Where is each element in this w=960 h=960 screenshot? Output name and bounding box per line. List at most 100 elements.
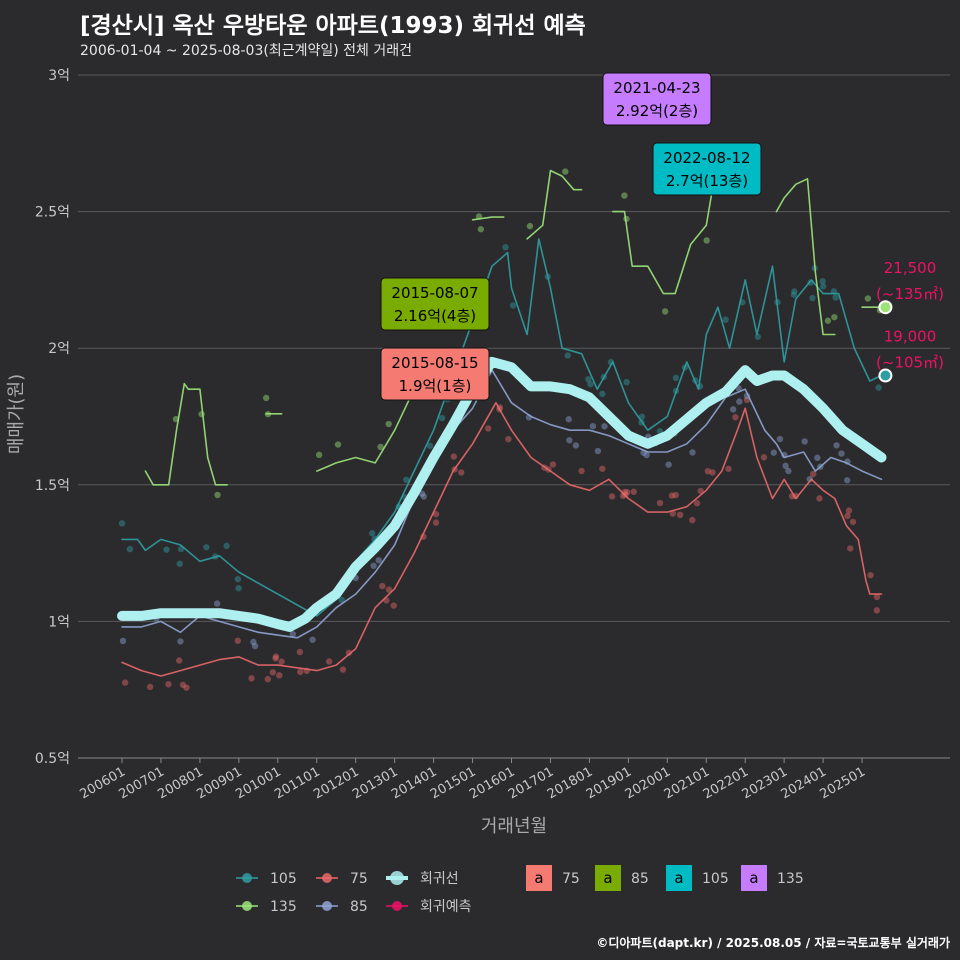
price-label-date: 2022-08-12	[663, 149, 750, 167]
price-label-value: 2.92억(2층)	[616, 102, 698, 120]
scatter-point	[484, 425, 492, 432]
scatter-point	[264, 675, 272, 683]
scatter-point	[665, 461, 672, 468]
legend-item: a 135	[741, 865, 804, 891]
scatter-point	[672, 491, 679, 499]
scatter-point	[183, 684, 190, 691]
price-label-box	[602, 72, 712, 126]
scatter-point	[847, 545, 854, 552]
scatter-point	[833, 442, 840, 449]
legend-item: a 85	[595, 865, 649, 891]
scatter-point	[385, 420, 392, 428]
scatter-point	[403, 476, 410, 483]
scatter-point	[251, 642, 259, 650]
scatter-point	[526, 222, 534, 230]
scatter-point	[867, 571, 874, 579]
scatter-point	[643, 451, 650, 459]
scatter-point	[669, 510, 677, 517]
scatter-point	[801, 438, 808, 445]
scatter-point	[873, 607, 881, 614]
scatter-point	[121, 679, 129, 686]
scatter-point	[725, 465, 732, 473]
prediction-point	[878, 300, 893, 315]
scatter-point	[368, 530, 376, 537]
legend-item: 75	[316, 871, 368, 887]
scatter-point	[564, 352, 571, 359]
scatter-point	[676, 511, 684, 519]
scatter-point	[849, 518, 857, 526]
scatter-point	[814, 454, 821, 462]
scatter-point	[297, 668, 304, 676]
scatter-point	[250, 638, 257, 646]
scatter-point	[562, 168, 569, 175]
prediction-point	[878, 368, 893, 383]
scatter-point	[578, 467, 585, 475]
scatter-point	[599, 390, 606, 398]
scatter-point	[458, 469, 465, 476]
scatter-point	[785, 467, 792, 475]
scatter-point	[126, 545, 134, 553]
scatter-point	[873, 593, 881, 601]
legend-swatch-letter: a	[674, 869, 683, 887]
scatter-point	[165, 681, 172, 688]
scatter-point	[426, 442, 434, 450]
legend-swatch-dot	[392, 901, 402, 911]
scatter-point	[661, 308, 669, 315]
scatter-point	[735, 385, 742, 392]
prediction-price: 21,500	[884, 259, 937, 277]
scatter-point	[689, 449, 696, 456]
scatter-point	[296, 648, 304, 656]
legend-item: a 75	[526, 865, 580, 891]
scatter-point	[450, 453, 457, 460]
series-line-135	[144, 382, 228, 486]
scatter-point	[549, 461, 557, 468]
y-tick-label: 0.5억	[35, 751, 70, 767]
scatter-point	[630, 488, 637, 495]
scatter-point	[375, 557, 382, 564]
scatter-point	[722, 316, 729, 323]
scatter-point	[806, 475, 813, 483]
y-tick-label: 2.5억	[35, 205, 70, 221]
scatter-point	[819, 283, 827, 290]
scatter-point	[816, 495, 823, 502]
scatter-point	[276, 672, 283, 679]
scatter-point	[844, 512, 851, 520]
scatter-point	[709, 469, 716, 476]
scatter-point	[390, 602, 397, 609]
scatter-point	[198, 410, 205, 418]
scatter-point	[334, 441, 342, 448]
y-tick-label: 1억	[48, 614, 70, 630]
scatter-point	[272, 653, 280, 660]
scatter-point	[594, 447, 602, 455]
scatter-point	[289, 630, 297, 638]
scatter-point	[385, 586, 393, 593]
scatter-point	[656, 499, 664, 507]
scatter-point	[809, 470, 817, 478]
price-label: 2015-08-07 2.16억(4층)	[380, 277, 490, 331]
legend-label: 105	[702, 871, 729, 887]
scatter-point	[377, 443, 384, 451]
scatter-point	[703, 237, 710, 244]
scatter-point	[179, 681, 187, 689]
price-label: 2015-08-15 1.9억(1층)	[380, 347, 490, 401]
scatter-point	[234, 637, 241, 644]
scatter-point	[782, 462, 789, 470]
scatter-point	[477, 226, 485, 233]
chart-subtitle: 2006-01-04 ~ 2025-08-03(최근계약일) 전체 거래건	[80, 43, 412, 59]
series-line-75	[121, 402, 883, 677]
series-line-135	[775, 178, 836, 336]
legend-swatch-letter: a	[603, 869, 612, 887]
legend-label: 회귀예측	[420, 899, 472, 915]
legend-swatch-letter: a	[534, 869, 543, 887]
scatter-point	[370, 562, 377, 569]
x-axis-label: 거래년월	[481, 816, 547, 837]
legend-item: 회귀선	[386, 871, 459, 887]
scatter-point	[776, 435, 784, 443]
legend-item: 회귀예측	[386, 899, 472, 915]
scatter-point	[672, 374, 680, 382]
legend-label: 85	[631, 871, 649, 887]
legend-swatch-dot	[242, 873, 252, 883]
legend-label: 75	[350, 871, 368, 887]
scatter-point	[608, 493, 616, 500]
